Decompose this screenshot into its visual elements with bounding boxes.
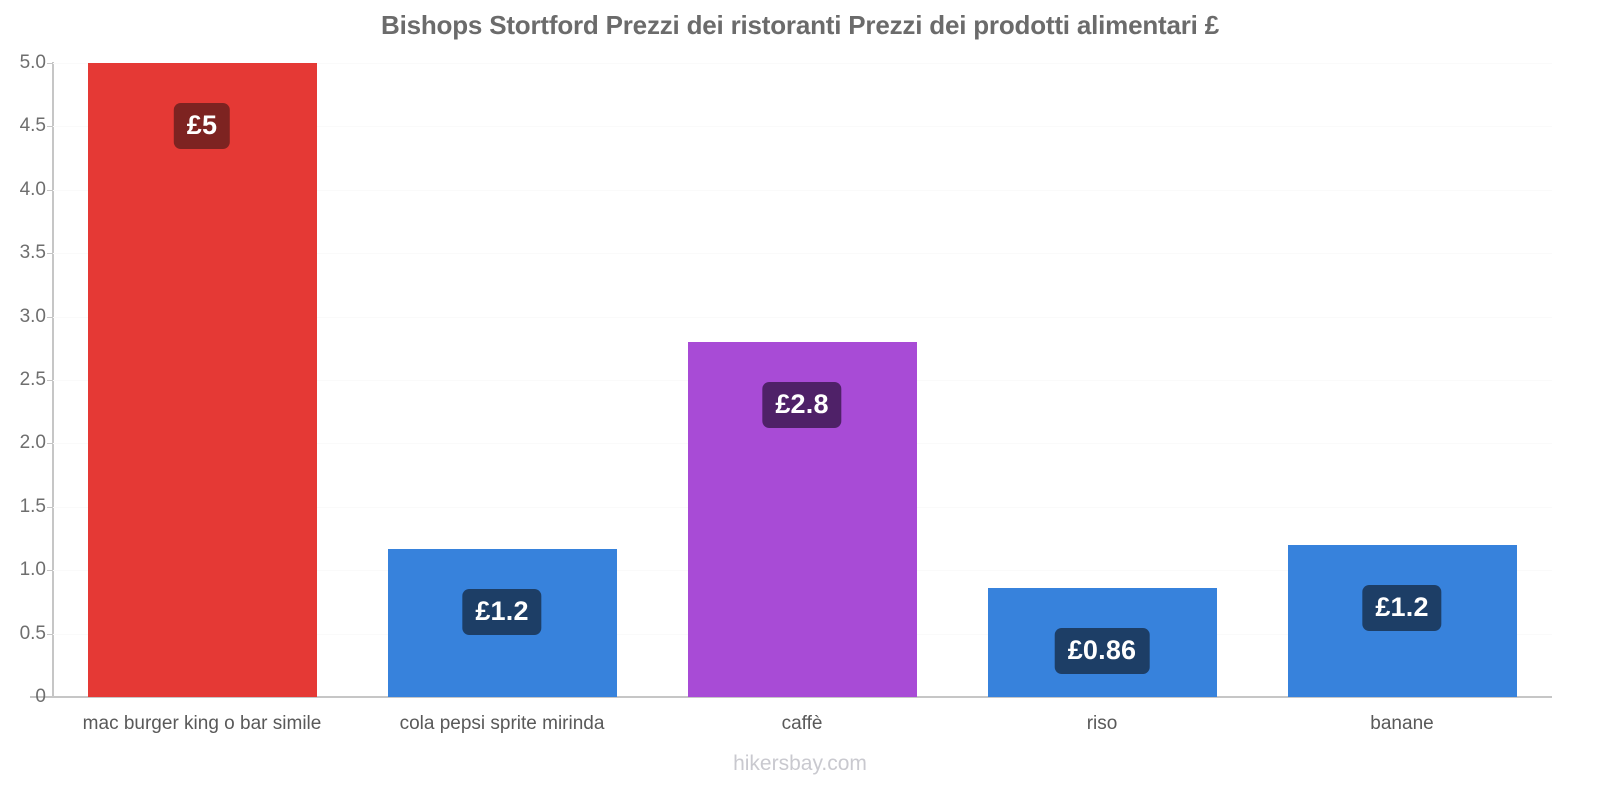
- gridline: [52, 189, 1552, 191]
- gridline: [52, 316, 1552, 318]
- y-axis-tick-label: 2.5: [19, 369, 46, 390]
- y-axis-tick-label: 3.0: [19, 305, 46, 327]
- y-axis-tick-label: 1.5: [19, 495, 46, 517]
- y-axis-tick-label: 4.5: [19, 115, 46, 137]
- y-axis-tick-mark: [47, 189, 53, 191]
- gridline: [52, 63, 1552, 64]
- y-axis-tick-mark: [47, 63, 53, 64]
- y-axis-tick-label: 0.5: [19, 622, 46, 644]
- gridline: [52, 126, 1552, 128]
- y-axis-tick-mark: [47, 697, 53, 698]
- y-axis-tick-label: 3.5: [19, 242, 46, 264]
- plot-area: [52, 63, 1552, 697]
- y-axis-ticks: 0 0.5 1.0 1.5 2.0 2.5 3.0 3.5 4.0 4.5 5.0: [0, 0, 53, 800]
- y-axis-tick-mark: [47, 126, 53, 128]
- gridline: [52, 253, 1552, 255]
- x-axis-category-label: banane: [1370, 713, 1434, 734]
- y-axis-tick-mark: [47, 506, 53, 508]
- y-axis-tick-mark: [47, 633, 53, 635]
- y-axis-tick-label: 4.0: [19, 178, 46, 200]
- y-axis-tick-label: 1.0: [19, 559, 46, 581]
- chart-title: Bishops Stortford Prezzi dei ristoranti …: [381, 10, 1219, 40]
- y-axis-tick-mark: [47, 443, 53, 445]
- x-axis-category-label: mac burger king o bar simile: [82, 713, 322, 734]
- bar[interactable]: [87, 63, 317, 697]
- y-axis-tick-mark: [47, 316, 53, 318]
- y-axis-tick-mark: [47, 380, 53, 381]
- bar-value-label: £5: [173, 103, 231, 149]
- y-axis-tick-label: 0: [35, 686, 46, 707]
- y-axis-tick-mark: [47, 253, 53, 255]
- bar-value-label: £1.2: [462, 588, 542, 635]
- source-watermark: hikersbay.com: [733, 752, 867, 775]
- y-axis-tick-mark: [47, 570, 53, 572]
- bar-value-label: £0.86: [1054, 627, 1150, 674]
- x-axis-line: [30, 696, 1552, 698]
- bar-value-label: £1.2: [1362, 584, 1442, 631]
- y-axis-tick-label: 5.0: [19, 52, 46, 73]
- bar-value-label: £2.8: [762, 381, 842, 428]
- x-axis-category-label: caffè: [781, 713, 823, 734]
- x-axis-category-label: cola pepsi sprite mirinda: [399, 713, 605, 734]
- x-axis-category-label: riso: [1086, 713, 1118, 734]
- y-axis-tick-label: 2.0: [19, 432, 46, 454]
